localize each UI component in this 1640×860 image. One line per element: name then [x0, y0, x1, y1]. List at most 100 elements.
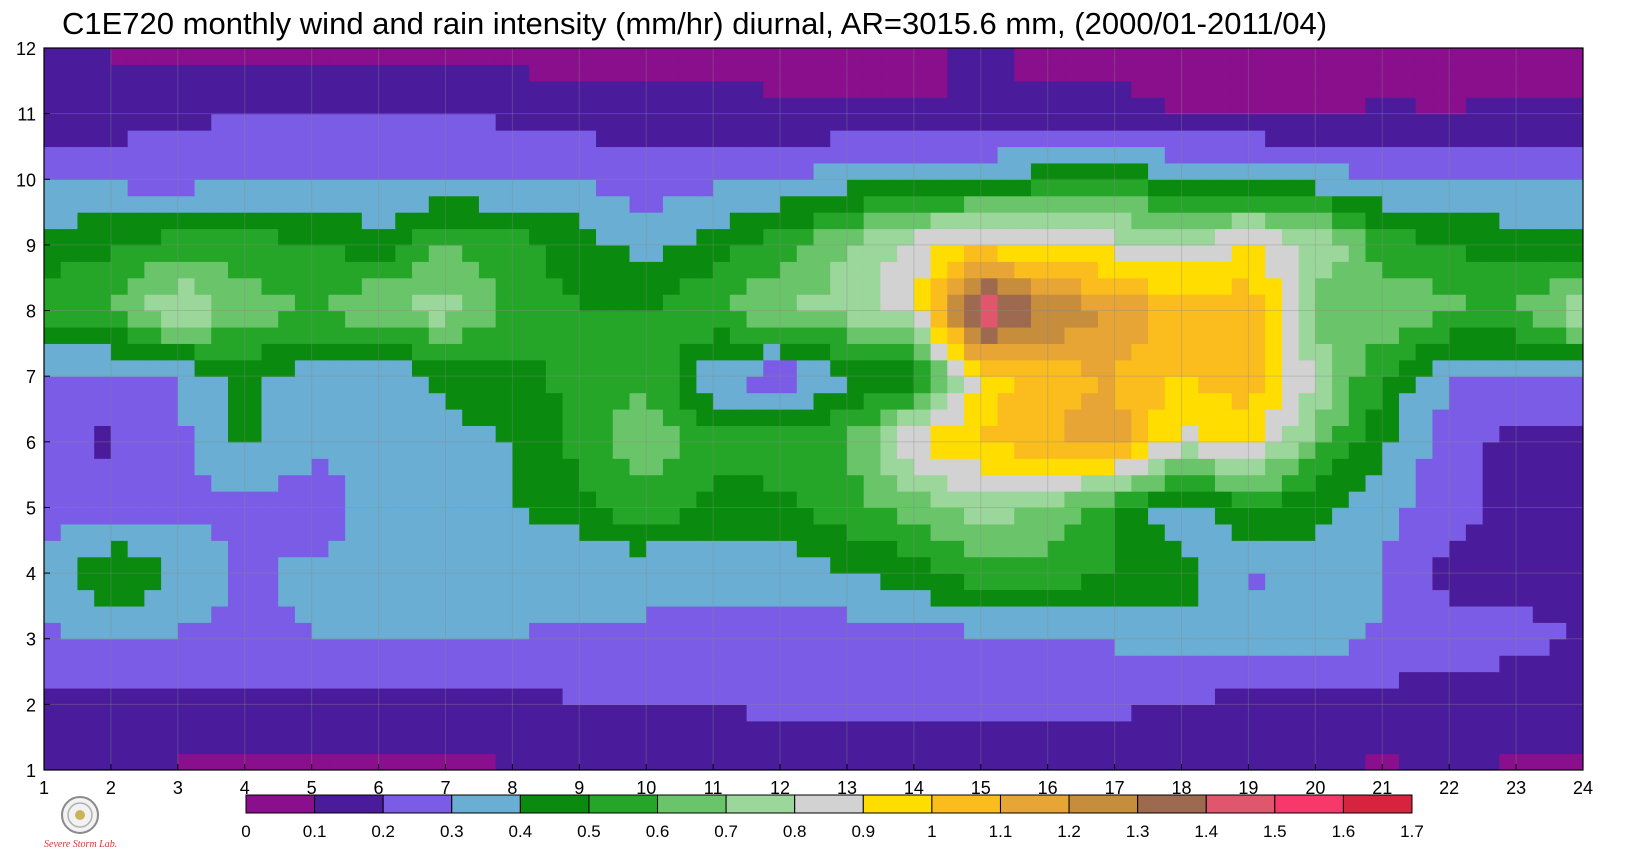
contour-cell: [462, 638, 480, 656]
contour-cell: [1465, 343, 1484, 361]
contour-cell: [1499, 162, 1517, 180]
contour-cell: [1014, 228, 1032, 246]
contour-cell: [311, 113, 329, 131]
contour-cell: [345, 540, 363, 558]
contour-cell: [495, 212, 513, 230]
contour-cell: [780, 228, 798, 246]
contour-cell: [746, 474, 764, 492]
contour-cell: [1198, 294, 1216, 312]
contour-cell: [897, 195, 915, 213]
contour-cell: [562, 441, 580, 459]
contour-cell: [1114, 540, 1132, 558]
contour-cell: [1398, 655, 1417, 673]
contour-cell: [612, 540, 631, 558]
contour-cell: [177, 622, 196, 640]
contour-cell: [1332, 425, 1350, 443]
contour-cell: [562, 113, 580, 131]
contour-cell: [1382, 64, 1400, 82]
contour-cell: [746, 737, 764, 755]
contour-cell: [177, 753, 196, 770]
contour-cell: [1449, 474, 1467, 492]
contour-cell: [830, 704, 848, 722]
contour-cell: [596, 556, 614, 574]
contour-cell: [1248, 409, 1266, 427]
colorbar-swatch: [245, 794, 316, 814]
contour-cell: [997, 277, 1015, 295]
contour-cell: [562, 507, 580, 525]
contour-cell: [395, 753, 413, 770]
contour-cell: [529, 622, 547, 640]
contour-cell: [696, 80, 714, 98]
contour-cell: [60, 244, 79, 262]
contour-cell: [1465, 523, 1484, 541]
contour-cell: [428, 48, 447, 66]
contour-cell: [1415, 162, 1434, 180]
contour-cell: [44, 97, 62, 115]
contour-cell: [412, 359, 430, 377]
contour-cell: [311, 179, 329, 197]
contour-cell: [1030, 162, 1049, 180]
contour-cell: [261, 343, 279, 361]
contour-cell: [228, 113, 246, 131]
contour-cell: [1398, 294, 1417, 312]
contour-cell: [361, 737, 380, 755]
contour-cell: [428, 573, 447, 591]
colorbar-swatch: [794, 794, 864, 814]
contour-cell: [579, 687, 597, 705]
contour-cell: [729, 737, 748, 755]
contour-cell: [161, 359, 179, 377]
contour-cell: [1114, 573, 1132, 591]
contour-cell: [1332, 212, 1350, 230]
contour-cell: [1164, 671, 1183, 689]
contour-cell: [1499, 507, 1517, 525]
contour-cell: [478, 425, 497, 443]
contour-cell: [194, 655, 212, 673]
contour-cell: [846, 655, 865, 673]
contour-cell: [1398, 359, 1417, 377]
contour-cell: [378, 622, 396, 640]
contour-cell: [278, 704, 296, 722]
contour-cell: [1298, 294, 1316, 312]
contour-cell: [161, 491, 179, 509]
contour-cell: [478, 523, 497, 541]
contour-cell: [228, 638, 246, 656]
contour-cell: [495, 162, 513, 180]
contour-cell: [462, 458, 480, 476]
contour-cell: [579, 425, 597, 443]
contour-cell: [830, 48, 848, 66]
contour-cell: [1298, 556, 1316, 574]
contour-cell: [679, 589, 697, 607]
contour-cell: [1081, 605, 1099, 623]
contour-cell: [1064, 753, 1082, 770]
contour-cell: [713, 294, 731, 312]
contour-cell: [1415, 146, 1434, 164]
contour-cell: [646, 97, 664, 115]
contour-cell: [713, 622, 731, 640]
contour-cell: [947, 638, 965, 656]
contour-cell: [980, 326, 999, 344]
contour-cell: [763, 326, 781, 344]
contour-cell: [495, 64, 513, 82]
contour-cell: [1047, 179, 1066, 197]
contour-cell: [1549, 622, 1567, 640]
contour-cell: [1332, 392, 1350, 410]
contour-cell: [696, 376, 714, 394]
contour-cell: [1064, 113, 1082, 131]
contour-cell: [1081, 97, 1099, 115]
contour-cell: [897, 392, 915, 410]
contour-cell: [1365, 491, 1383, 509]
contour-cell: [1398, 195, 1417, 213]
contour-cell: [144, 441, 162, 459]
contour-cell: [1214, 130, 1233, 148]
contour-cell: [328, 130, 346, 148]
contour-cell: [161, 441, 179, 459]
contour-cell: [729, 687, 748, 705]
contour-cell: [662, 491, 681, 509]
contour-cell: [77, 212, 95, 230]
contour-cell: [713, 392, 731, 410]
contour-cell: [646, 474, 664, 492]
contour-cell: [261, 687, 279, 705]
contour-cell: [913, 622, 932, 640]
contour-cell: [345, 212, 363, 230]
contour-cell: [846, 310, 865, 328]
